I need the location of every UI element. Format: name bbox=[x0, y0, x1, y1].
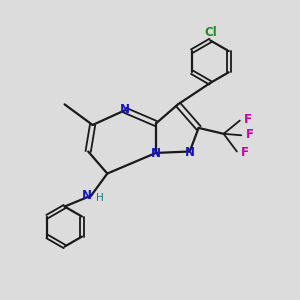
Text: N: N bbox=[82, 189, 92, 202]
Text: F: F bbox=[246, 128, 254, 141]
Text: F: F bbox=[244, 113, 252, 127]
Text: N: N bbox=[119, 103, 129, 116]
Text: Cl: Cl bbox=[204, 26, 217, 39]
Text: F: F bbox=[241, 146, 249, 159]
Text: H: H bbox=[96, 193, 104, 203]
Text: N: N bbox=[185, 146, 195, 159]
Text: N: N bbox=[151, 147, 161, 160]
